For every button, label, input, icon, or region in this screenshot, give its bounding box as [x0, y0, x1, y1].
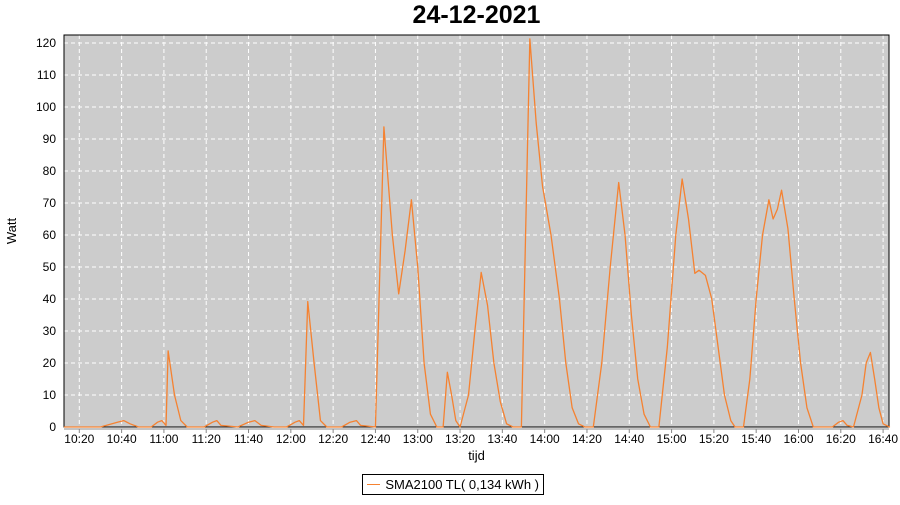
svg-text:20: 20 — [43, 356, 57, 370]
svg-text:12:00: 12:00 — [276, 432, 306, 446]
svg-text:80: 80 — [43, 164, 57, 178]
svg-text:14:20: 14:20 — [572, 432, 602, 446]
svg-text:Watt: Watt — [4, 217, 19, 244]
svg-text:13:40: 13:40 — [487, 432, 517, 446]
svg-text:14:40: 14:40 — [614, 432, 644, 446]
svg-text:12:20: 12:20 — [318, 432, 348, 446]
svg-text:11:20: 11:20 — [192, 432, 221, 446]
svg-text:16:20: 16:20 — [826, 432, 856, 446]
svg-text:10:40: 10:40 — [107, 432, 137, 446]
svg-text:15:20: 15:20 — [699, 432, 729, 446]
svg-text:10: 10 — [43, 388, 57, 402]
svg-text:16:00: 16:00 — [783, 432, 813, 446]
svg-text:12:40: 12:40 — [360, 432, 390, 446]
svg-text:70: 70 — [43, 196, 57, 210]
svg-text:13:20: 13:20 — [445, 432, 475, 446]
svg-text:tijd: tijd — [468, 448, 485, 463]
svg-text:15:00: 15:00 — [657, 432, 687, 446]
svg-text:16:40: 16:40 — [868, 432, 898, 446]
svg-text:90: 90 — [43, 132, 57, 146]
svg-text:15:40: 15:40 — [741, 432, 771, 446]
svg-text:30: 30 — [43, 324, 57, 338]
svg-text:11:40: 11:40 — [234, 432, 263, 446]
svg-text:10:20: 10:20 — [64, 432, 94, 446]
svg-text:11:00: 11:00 — [149, 432, 178, 446]
svg-text:110: 110 — [37, 68, 56, 82]
svg-text:120: 120 — [36, 36, 56, 50]
svg-text:40: 40 — [43, 292, 57, 306]
svg-text:60: 60 — [43, 228, 57, 242]
svg-text:50: 50 — [43, 260, 57, 274]
svg-text:24-12-2021: 24-12-2021 — [413, 1, 541, 29]
svg-text:0: 0 — [49, 420, 56, 434]
svg-text:13:00: 13:00 — [403, 432, 433, 446]
svg-text:14:00: 14:00 — [530, 432, 560, 446]
svg-text:100: 100 — [36, 100, 56, 114]
